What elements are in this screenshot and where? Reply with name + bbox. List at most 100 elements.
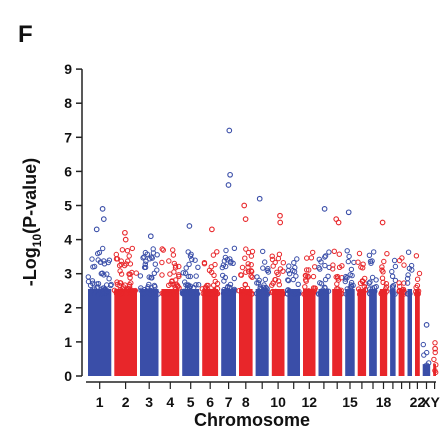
data-point xyxy=(295,281,301,287)
data-point xyxy=(193,273,199,279)
data-point xyxy=(166,258,172,264)
chromosome-band xyxy=(88,289,112,376)
data-point xyxy=(336,251,342,257)
data-point xyxy=(147,291,154,297)
data-point xyxy=(408,262,415,269)
data-point xyxy=(185,249,191,255)
data-point xyxy=(248,273,254,279)
data-point xyxy=(100,288,107,294)
data-point xyxy=(310,249,316,256)
data-point xyxy=(265,269,272,275)
x-tick-label: 8 xyxy=(242,394,250,410)
data-point xyxy=(129,291,135,297)
data-point xyxy=(172,265,179,271)
data-point xyxy=(304,255,310,261)
data-point xyxy=(255,280,262,286)
data-point xyxy=(170,289,176,295)
data-point xyxy=(360,265,366,271)
data-point xyxy=(124,248,131,254)
x-tick-label: 22 xyxy=(410,394,426,410)
data-point xyxy=(371,249,377,255)
data-point xyxy=(127,271,133,277)
data-point xyxy=(125,258,131,264)
data-point xyxy=(179,288,186,295)
data-point xyxy=(248,268,254,274)
peak-point xyxy=(242,216,249,222)
data-point xyxy=(275,271,281,277)
data-point xyxy=(159,272,165,278)
data-point xyxy=(227,284,233,291)
data-point xyxy=(317,266,323,272)
x-tick-label: 18 xyxy=(376,394,392,410)
peak-point xyxy=(147,233,154,240)
data-point xyxy=(322,254,328,260)
chromosome-band xyxy=(398,289,405,376)
data-point xyxy=(424,349,430,356)
data-point xyxy=(423,362,430,368)
data-point xyxy=(293,273,299,279)
data-point xyxy=(205,287,211,293)
data-point xyxy=(330,262,336,268)
data-point xyxy=(140,291,147,297)
chromosome-band xyxy=(161,289,180,376)
data-point xyxy=(117,268,123,274)
data-point xyxy=(302,284,308,290)
x-tick-label: 10 xyxy=(270,394,286,410)
data-point xyxy=(293,289,299,295)
data-point xyxy=(362,275,368,282)
chromosome-band xyxy=(379,289,388,376)
data-point xyxy=(325,273,331,279)
x-tick-label: 6 xyxy=(206,394,214,410)
data-point xyxy=(186,284,192,290)
data-point xyxy=(243,290,249,296)
data-point xyxy=(262,259,268,265)
data-point xyxy=(211,272,217,278)
data-point xyxy=(269,256,276,263)
y-tick-label: 8 xyxy=(64,95,72,111)
y-tick-label: 0 xyxy=(64,368,72,384)
data-point xyxy=(366,290,373,297)
data-point xyxy=(238,272,244,278)
data-point xyxy=(404,275,411,282)
peak-point xyxy=(321,206,328,212)
data-point xyxy=(243,269,249,275)
data-point xyxy=(306,267,312,273)
data-point xyxy=(90,280,96,286)
data-point xyxy=(140,255,146,261)
data-point xyxy=(275,255,282,262)
data-point xyxy=(401,262,407,268)
data-point xyxy=(222,254,229,261)
data-point xyxy=(306,291,312,297)
peak-point xyxy=(256,195,263,202)
data-point xyxy=(95,281,102,287)
data-point xyxy=(330,266,336,272)
data-point xyxy=(369,258,375,264)
data-point xyxy=(290,276,296,283)
data-point xyxy=(148,254,155,260)
data-point xyxy=(344,286,350,292)
data-point xyxy=(97,259,104,265)
data-point xyxy=(276,282,282,288)
chromosome-band xyxy=(390,289,396,376)
data-point xyxy=(344,248,350,254)
chromosome-band xyxy=(182,289,200,376)
data-point xyxy=(254,274,260,280)
data-point xyxy=(91,263,98,270)
data-point xyxy=(320,289,326,295)
data-point xyxy=(346,253,352,260)
data-point xyxy=(286,271,293,277)
data-point xyxy=(420,341,426,348)
data-point xyxy=(210,252,217,258)
data-point xyxy=(381,258,387,265)
data-point xyxy=(118,261,124,268)
data-point xyxy=(304,267,310,273)
peak-point xyxy=(186,223,193,229)
y-tick-label: 6 xyxy=(64,163,72,179)
data-point xyxy=(170,252,177,258)
data-point xyxy=(149,275,155,281)
chromosome-band xyxy=(357,289,367,376)
data-point xyxy=(373,277,379,283)
data-point xyxy=(152,284,158,290)
chromosome-band xyxy=(369,289,377,376)
data-point xyxy=(405,272,411,278)
